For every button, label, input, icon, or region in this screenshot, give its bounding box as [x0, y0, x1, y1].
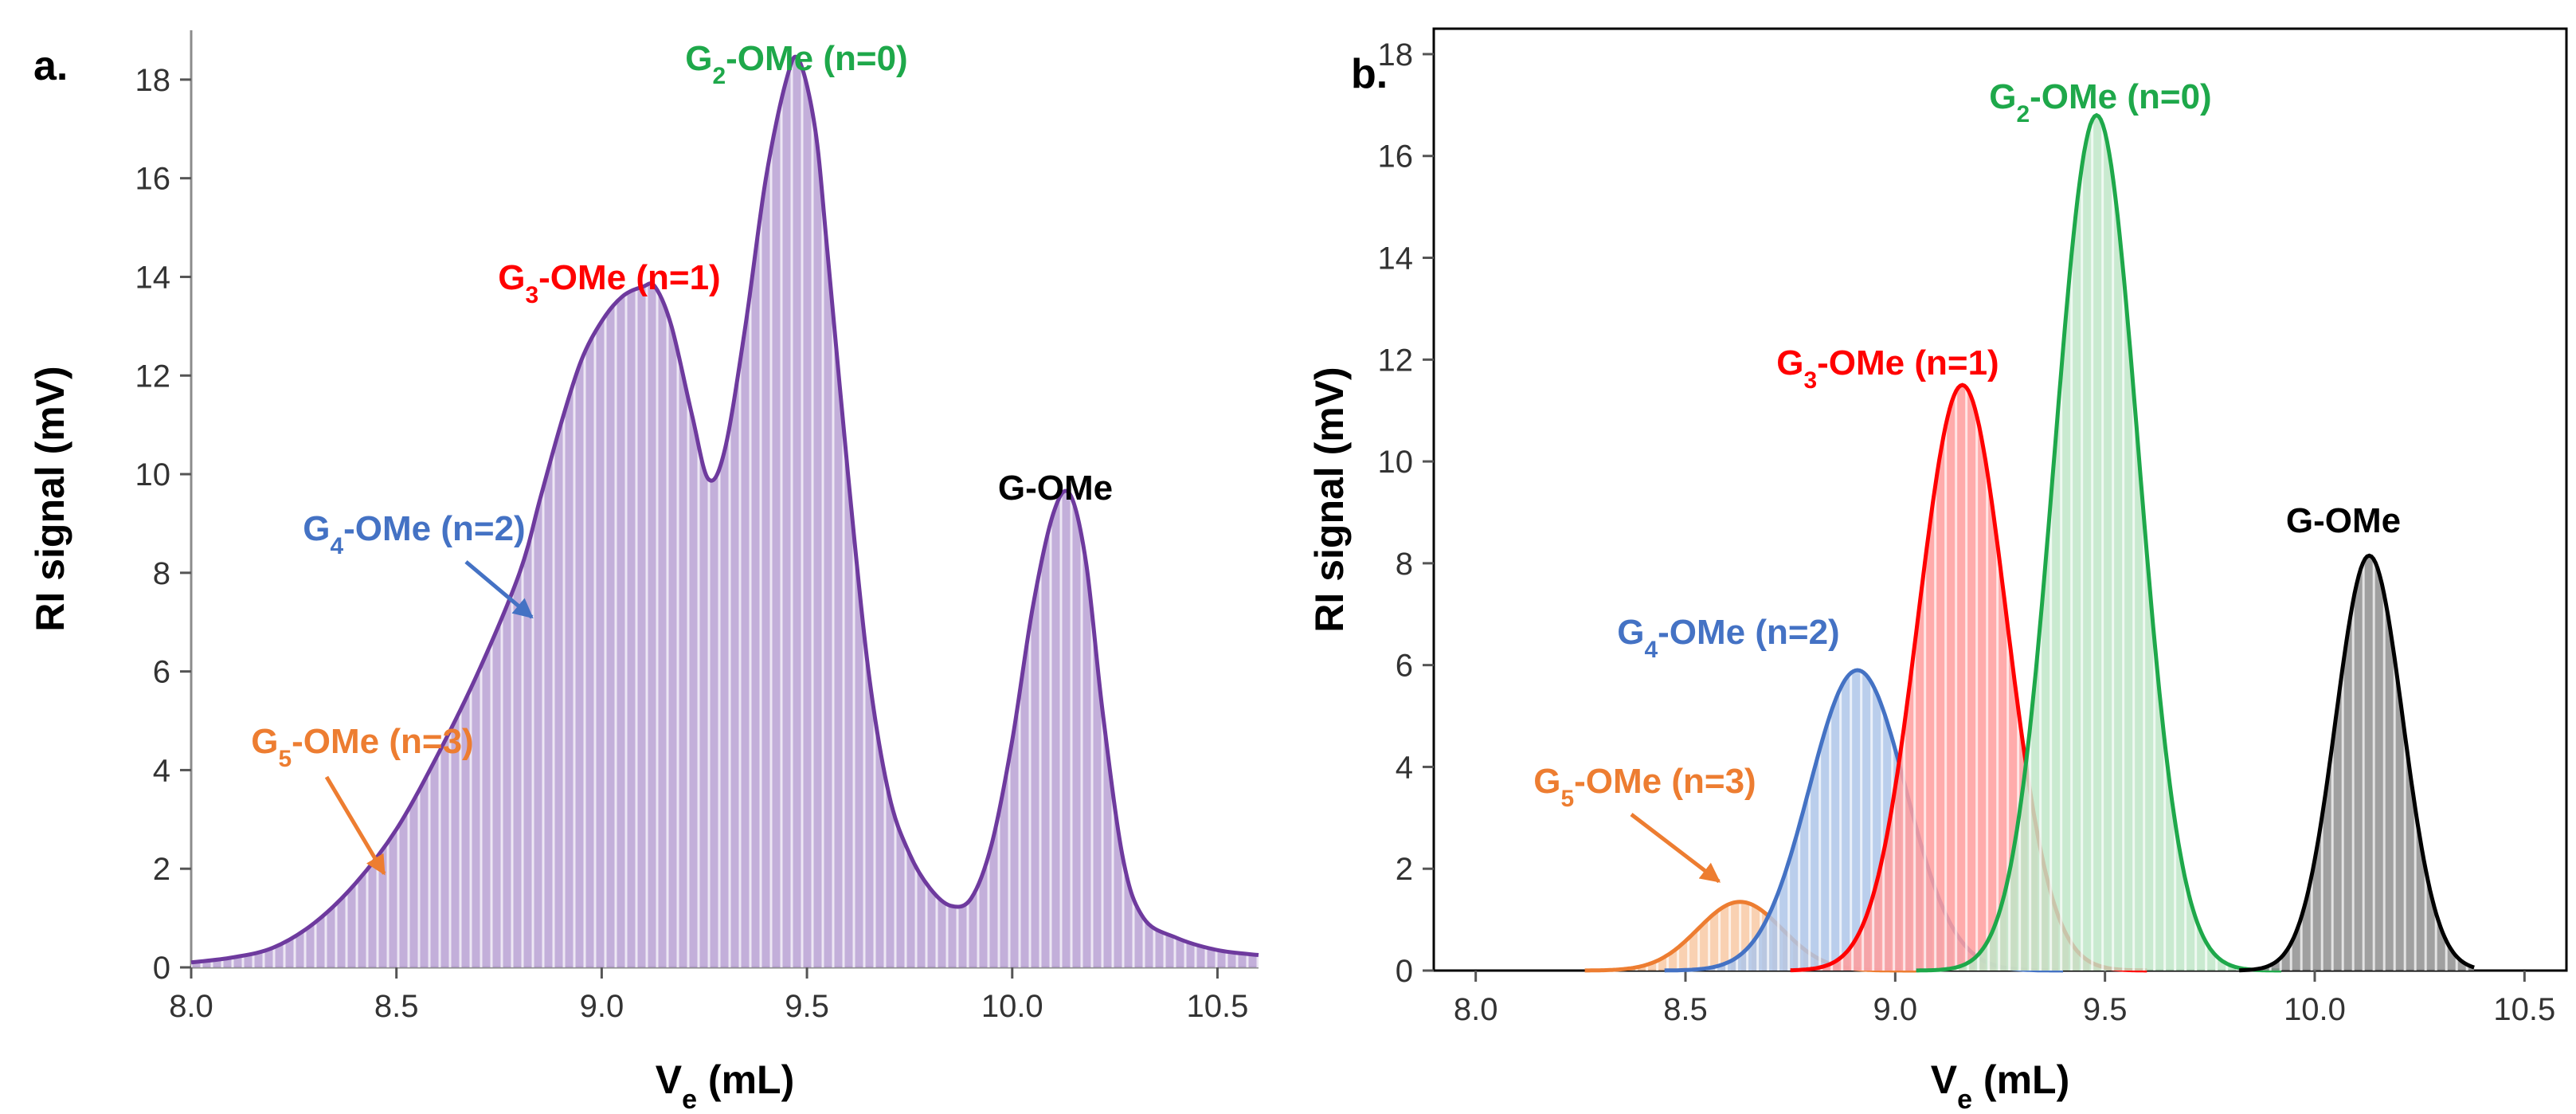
- b-y-tick-label: 2: [1396, 852, 1413, 887]
- a-curve: [190, 54, 1259, 965]
- a-label-g4-main: G: [303, 509, 330, 548]
- a-x-tick-label: 9.5: [785, 989, 829, 1024]
- b-label-g5-rest: -OMe (n=3): [1574, 762, 1756, 801]
- a-label-g2: G2-OMe (n=0): [685, 39, 907, 89]
- b-arrow-g5: [1630, 813, 1721, 884]
- a-label-g3-main: G: [498, 258, 525, 297]
- a-label-g5-sub: 5: [279, 746, 292, 772]
- a-x-tick-label: 10.5: [1187, 989, 1249, 1024]
- a-x-axis-label-sub: e: [682, 1085, 697, 1114]
- a-label-g2-sub: 2: [713, 63, 726, 89]
- b-panel-label: b.: [1351, 51, 1388, 97]
- b-x-axis-label-sub: e: [1957, 1085, 1972, 1114]
- b-y-tick-label: 0: [1396, 954, 1413, 989]
- b-y-tick-label: 8: [1396, 547, 1413, 582]
- a-label-g3: G3-OMe (n=1): [498, 258, 720, 308]
- b-label-g4-main: G: [1617, 613, 1644, 652]
- a-y-tick-label: 12: [135, 359, 171, 394]
- a-x-axis-label: Ve (mL): [656, 1057, 794, 1114]
- a-label-g2-rest: -OMe (n=0): [726, 39, 908, 78]
- b-y-tick-label: 16: [1378, 139, 1414, 175]
- a-label-g4-rest: -OMe (n=2): [343, 509, 526, 548]
- b-label-g5-sub: 5: [1561, 786, 1575, 812]
- a-label-g5-rest: -OMe (n=3): [292, 722, 474, 761]
- a-area-fill: [191, 57, 1259, 968]
- b-x-tick-label: 8.0: [1454, 992, 1498, 1027]
- a-y-tick-label: 8: [153, 556, 170, 591]
- panel-a: 8.0 8.5 9.0 9.5 10.0 10.5 0 2 4 6 8 10 12 14 16 18 Ve (m…: [28, 30, 1259, 1114]
- b-x-axis-label-unit: (mL): [1972, 1057, 2069, 1102]
- b-label-g2-rest: -OMe (n=0): [2030, 77, 2212, 116]
- b-label-g4-sub: 4: [1645, 637, 1658, 663]
- a-label-g5-main: G: [251, 722, 278, 761]
- b-label-gome-main: G-OMe: [2286, 501, 2401, 540]
- a-label-gome: G-OMe: [998, 469, 1113, 508]
- a-x-axis-label-unit: (mL): [697, 1057, 794, 1102]
- b-series-line-4: [2239, 553, 2475, 973]
- b-series-line-3: [1916, 112, 2281, 973]
- b-series-4: [2239, 553, 2475, 973]
- b-label-g3: G3-OMe (n=1): [1776, 343, 1999, 394]
- a-y-tick-label: 14: [135, 260, 171, 295]
- b-series-2-area-fill: [1790, 385, 2147, 971]
- a-x-tick-label: 9.0: [580, 989, 624, 1024]
- a-arrow-g4: [464, 560, 534, 619]
- b-y-tick-label: 4: [1396, 750, 1413, 785]
- b-label-g3-rest: -OMe (n=1): [1817, 343, 1999, 382]
- b-y-tick-label: 12: [1378, 343, 1414, 378]
- b-series-3-area-fill: [1916, 115, 2281, 971]
- a-panel-label: a.: [33, 43, 68, 89]
- a-label-g4: G4-OMe (n=2): [303, 509, 525, 559]
- a-label-g4-sub: 4: [331, 533, 344, 559]
- b-x-tick-label: 9.5: [2083, 992, 2128, 1027]
- a-x-tick-label: 8.5: [374, 989, 419, 1024]
- b-label-g2: G2-OMe (n=0): [1989, 77, 2211, 127]
- b-label-gome: G-OMe: [2286, 501, 2401, 540]
- panel-b: 8.0 8.5 9.0 9.5 10.0 10.5 0 2 4 6 8 10 12 14 16 18 Ve (m…: [1307, 27, 2568, 1114]
- b-y-tick-label: 10: [1378, 445, 1414, 480]
- b-label-g4-rest: -OMe (n=2): [1658, 613, 1840, 652]
- b-y-tick-label: 14: [1378, 241, 1414, 277]
- b-x-tick-label: 9.0: [1873, 992, 1918, 1027]
- b-label-g5: G5-OMe (n=3): [1533, 762, 1756, 812]
- a-label-g3-rest: -OMe (n=1): [538, 258, 721, 297]
- a-label-g3-sub: 3: [526, 282, 539, 308]
- b-label-g4: G4-OMe (n=2): [1617, 613, 1839, 663]
- b-label-g2-main: G: [1989, 77, 2016, 116]
- b-x-tick-label: 10.5: [2493, 992, 2555, 1027]
- a-y-tick-label: 0: [153, 951, 170, 986]
- a-y-tick-label: 18: [135, 63, 171, 98]
- b-series-4-hatch: [2239, 555, 2468, 971]
- a-y-tick-label: 10: [135, 457, 171, 492]
- a-x-tick-label: 8.0: [169, 989, 213, 1024]
- b-label-g3-sub: 3: [1804, 367, 1818, 394]
- a-y-tick-label: 4: [153, 753, 170, 788]
- a-y-tick-label: 2: [153, 852, 170, 887]
- a-x-axis-label-main: V: [656, 1057, 683, 1102]
- b-label-g5-main: G: [1533, 762, 1560, 801]
- b-label-g2-sub: 2: [2017, 101, 2030, 127]
- b-x-tick-label: 10.0: [2284, 992, 2346, 1027]
- a-label-gome-main: G-OMe: [998, 469, 1113, 508]
- a-label-g2-main: G: [685, 39, 712, 78]
- a-y-tick-label: 16: [135, 162, 171, 197]
- a-y-tick-label: 6: [153, 655, 170, 690]
- b-y-tick-label: 18: [1378, 37, 1414, 73]
- b-y-axis-label: RI signal (mV): [1307, 367, 1352, 632]
- b-label-g3-main: G: [1776, 343, 1803, 382]
- a-arrow-g5: [324, 775, 386, 876]
- a-x-tick-label: 10.0: [981, 989, 1043, 1024]
- b-series-4-area-fill: [2239, 555, 2475, 971]
- a-label-g5: G5-OMe (n=3): [251, 722, 473, 772]
- b-y-tick-label: 6: [1396, 649, 1413, 684]
- b-x-tick-label: 8.5: [1663, 992, 1708, 1027]
- b-x-axis-label-main: V: [1931, 1057, 1958, 1102]
- a-y-axis-label: RI signal (mV): [28, 366, 72, 631]
- b-series-1-area-fill: [1664, 670, 2063, 971]
- b-x-axis-label: Ve (mL): [1931, 1057, 2069, 1114]
